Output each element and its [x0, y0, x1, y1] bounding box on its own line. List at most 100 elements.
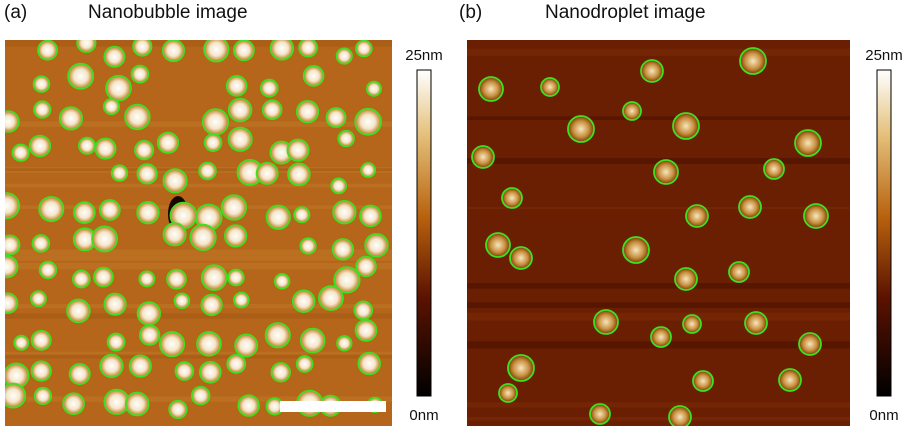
- scan-line: [467, 48, 850, 56]
- droplet: [485, 232, 511, 258]
- bubble: [162, 222, 187, 247]
- droplet: [622, 236, 650, 264]
- scan-line: [467, 402, 850, 408]
- bubble: [259, 78, 279, 98]
- bubble: [38, 195, 65, 223]
- bubble: [198, 360, 222, 384]
- bubble: [355, 40, 373, 58]
- bubble: [357, 351, 381, 376]
- panel-title: Nanobubble image: [88, 2, 248, 23]
- scan-line: [467, 312, 850, 321]
- bubble: [355, 255, 377, 278]
- scan-line: [5, 313, 392, 319]
- scale-bar: [280, 401, 386, 412]
- scan-line: [467, 158, 850, 164]
- bubble: [128, 354, 152, 378]
- bubble: [360, 162, 377, 179]
- droplet: [498, 383, 518, 403]
- bubble: [5, 110, 20, 133]
- bubble: [354, 107, 382, 136]
- bubble: [335, 47, 353, 65]
- scan-line: [5, 255, 392, 261]
- bubble: [67, 62, 95, 90]
- bubble: [32, 75, 51, 93]
- bubble: [365, 80, 382, 97]
- droplet: [685, 204, 709, 228]
- bubble: [62, 392, 85, 416]
- bubble: [102, 97, 121, 116]
- bubble: [234, 333, 259, 358]
- bubble: [99, 353, 124, 379]
- bubble: [38, 260, 58, 280]
- bubble: [71, 269, 91, 289]
- droplet: [803, 203, 829, 229]
- droplet: [471, 145, 495, 169]
- bubble: [156, 131, 180, 154]
- bubble: [295, 99, 320, 124]
- droplet: [650, 326, 672, 348]
- bubble: [174, 361, 195, 381]
- scan-line: [467, 416, 850, 421]
- colorbar-min: 0nm: [869, 407, 898, 424]
- bubble: [261, 99, 283, 121]
- bubble: [364, 232, 389, 258]
- bubble: [103, 45, 126, 68]
- bubble: [106, 332, 126, 352]
- bubble: [299, 237, 317, 255]
- bubble: [78, 136, 97, 155]
- droplet: [640, 59, 664, 83]
- droplet: [672, 112, 700, 140]
- bubble: [237, 394, 260, 417]
- droplet: [509, 246, 533, 270]
- bubble: [105, 74, 132, 102]
- bubble: [325, 107, 347, 129]
- bubble: [232, 40, 255, 62]
- bubble: [201, 108, 230, 136]
- bubble: [103, 292, 127, 316]
- scan-line: [467, 283, 850, 289]
- scan-line: [467, 206, 850, 210]
- bubble: [203, 40, 230, 63]
- bubble: [336, 335, 353, 352]
- bubble: [76, 40, 97, 53]
- bubble: [333, 266, 361, 294]
- droplet: [778, 368, 802, 392]
- droplet: [653, 159, 679, 185]
- droplets: [467, 47, 850, 426]
- bubble: [203, 133, 223, 152]
- bubble: [299, 327, 326, 354]
- bubble: [223, 224, 248, 248]
- droplet: [540, 77, 560, 97]
- bubble: [354, 319, 378, 342]
- scan-line: [5, 205, 392, 209]
- bubbles: [5, 40, 392, 420]
- droplet: [593, 309, 619, 335]
- bubble: [68, 363, 91, 386]
- colorbar-min: 0nm: [409, 407, 438, 424]
- bubble: [28, 134, 52, 158]
- bubble: [196, 331, 222, 357]
- bubble: [273, 273, 291, 290]
- bubble: [110, 164, 129, 182]
- scan-line: [5, 249, 392, 255]
- bubble: [200, 264, 228, 291]
- bubble: [293, 206, 311, 224]
- bubble: [31, 234, 51, 253]
- bubble: [226, 353, 247, 374]
- bubble: [134, 140, 155, 161]
- bubble: [33, 386, 53, 406]
- droplet: [682, 314, 702, 334]
- bubble: [94, 137, 117, 160]
- bubble: [58, 106, 84, 131]
- colorbar: [876, 69, 892, 397]
- droplet: [739, 47, 767, 75]
- bubble: [5, 234, 21, 256]
- bubble: [270, 362, 291, 383]
- bubble: [98, 199, 121, 221]
- droplet: [738, 195, 762, 219]
- bubble: [136, 163, 158, 185]
- bubble: [132, 40, 153, 57]
- bubble: [227, 126, 253, 152]
- bubble: [190, 385, 211, 406]
